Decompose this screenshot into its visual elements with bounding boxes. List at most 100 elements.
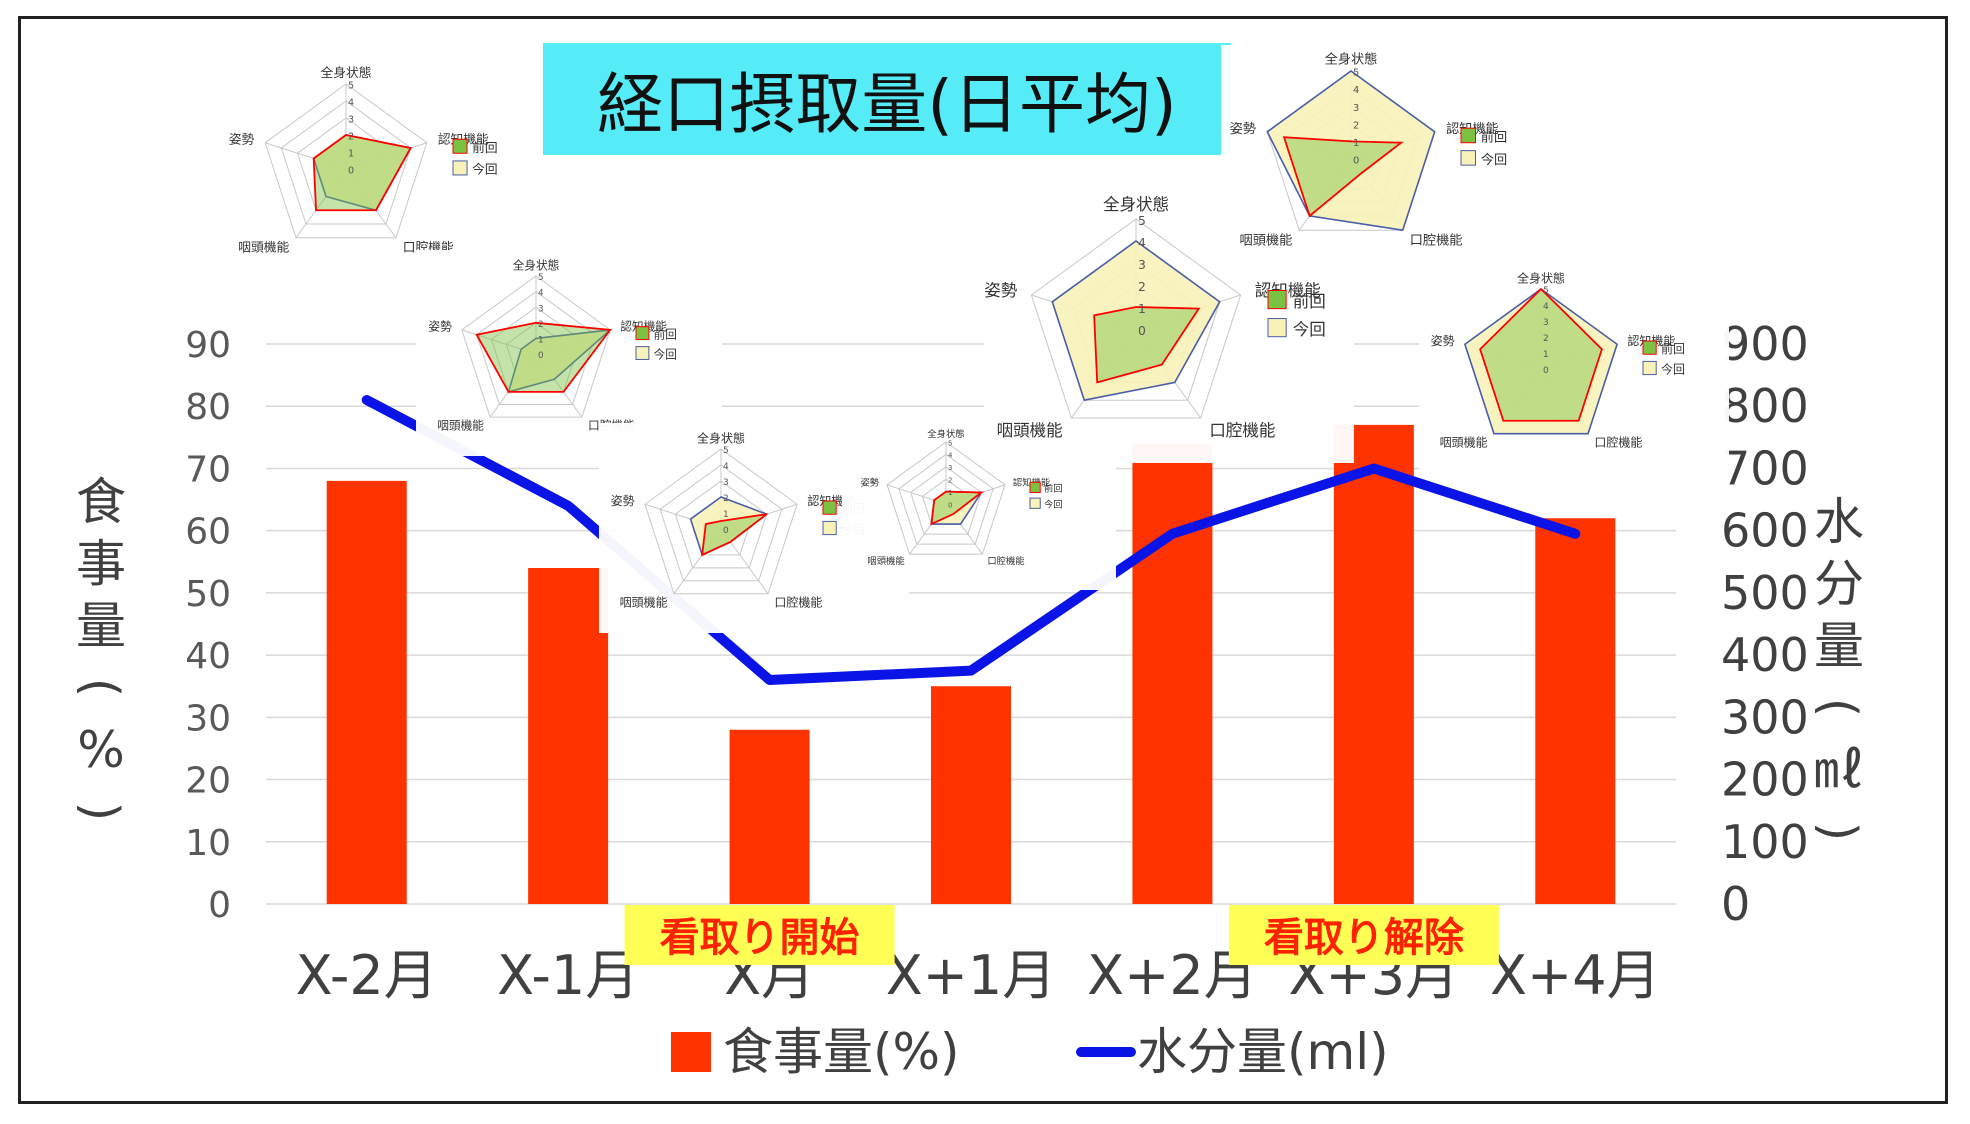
radar-tick-label: 5 bbox=[348, 80, 354, 91]
radar-axis-label: 口腔機能 bbox=[1209, 421, 1275, 440]
radar-axis-label: 咽頭機能 bbox=[997, 421, 1063, 440]
radar-legend-swatch-prev bbox=[452, 138, 468, 154]
radar-legend-curr: 今回 bbox=[472, 162, 498, 178]
radar-legend-swatch-curr bbox=[1642, 360, 1657, 376]
axis-title-char: 事 bbox=[76, 535, 126, 593]
left-tick-label: 10 bbox=[185, 823, 231, 864]
bar-X+2月 bbox=[1132, 443, 1213, 904]
bar-X+4月 bbox=[1535, 518, 1616, 904]
title-banner bbox=[543, 43, 1231, 155]
axis-title-char: ) bbox=[72, 802, 130, 822]
radar-tick-label: 2 bbox=[723, 494, 729, 504]
radar-axis-label: 姿勢 bbox=[860, 477, 879, 489]
right-tick-label: 900 bbox=[1721, 317, 1809, 371]
radar-tick-label: 3 bbox=[948, 464, 952, 472]
radar-tick-label: 3 bbox=[1138, 258, 1146, 272]
radar-tick-label: 2 bbox=[1353, 120, 1359, 131]
radar-tick-label: 0 bbox=[348, 165, 354, 176]
radar-grid bbox=[644, 448, 798, 595]
radar-legend-swatch-curr bbox=[1460, 150, 1477, 166]
right-tick-label: 300 bbox=[1721, 690, 1809, 744]
radar-legend-curr: 今回 bbox=[1293, 320, 1326, 339]
right-tick-label: 800 bbox=[1721, 379, 1809, 433]
radar-grid bbox=[910, 466, 982, 535]
radar-legend-prev: 前回 bbox=[1661, 341, 1685, 356]
radar-tick-label: 1 bbox=[723, 510, 729, 520]
radar-axis-label: 咽頭機能 bbox=[437, 419, 484, 433]
radar-grid bbox=[659, 464, 783, 582]
right-tick-label: 200 bbox=[1721, 753, 1809, 807]
radar-legend-prev: 前回 bbox=[654, 327, 677, 341]
annotation-label: 看取り解除 bbox=[1264, 915, 1465, 961]
radar-legend-prev: 前回 bbox=[1481, 128, 1507, 145]
radar-tick-label: 5 bbox=[948, 439, 952, 447]
chart-title: 経口摂取量(日平均) bbox=[597, 66, 1177, 143]
radar-previous-area bbox=[1282, 136, 1404, 218]
radar-tick-label: 3 bbox=[538, 304, 544, 314]
legend-label-bar: 食事量(%) bbox=[723, 1023, 960, 1081]
radar-grid bbox=[674, 480, 768, 569]
radar-tick-label: 2 bbox=[1543, 334, 1549, 344]
radar-tick-label: 3 bbox=[348, 114, 354, 125]
x-tick-label: X+1月 bbox=[886, 944, 1057, 1007]
radar-legend-curr: 今回 bbox=[654, 347, 677, 361]
radar-tick-label: 0 bbox=[1353, 156, 1359, 167]
radar-grid bbox=[1030, 218, 1242, 419]
radar-axis-label: 姿勢 bbox=[1431, 333, 1455, 348]
radar-grid bbox=[886, 441, 1006, 555]
axis-title-char: ㎖ bbox=[1814, 741, 1864, 799]
radar-grid bbox=[264, 83, 428, 239]
annotation-label: 看取り開始 bbox=[660, 915, 860, 961]
radar-axis-label: 口腔機能 bbox=[1594, 435, 1642, 450]
axis-title-char: 分 bbox=[1814, 555, 1864, 613]
axis-title-char: % bbox=[77, 721, 125, 779]
radar-tick-label: 4 bbox=[948, 452, 953, 460]
radar-axis-label: 咽頭機能 bbox=[1240, 232, 1293, 248]
radar-tick-label: 1 bbox=[1543, 350, 1549, 360]
radar-tick-label: 0 bbox=[1138, 324, 1146, 338]
radar-axis-label: 全身状態 bbox=[1517, 270, 1565, 285]
right-tick-label: 700 bbox=[1721, 441, 1809, 495]
chart-canvas: 0102030405060708090010020030040050060070… bbox=[72, 43, 1868, 1081]
left-tick-label: 0 bbox=[208, 885, 231, 926]
radar-legend-curr: 今回 bbox=[1661, 361, 1685, 376]
radar-legend-swatch-curr bbox=[1267, 318, 1287, 338]
left-axis-title: 食事量 (%) bbox=[72, 473, 130, 821]
radar-axis-label: 全身状態 bbox=[697, 430, 745, 445]
left-tick-label: 20 bbox=[185, 761, 231, 802]
radar-tick-label: 0 bbox=[723, 526, 729, 536]
radar-legend-curr: 今回 bbox=[1044, 498, 1063, 510]
axis-title-char: ( bbox=[1810, 698, 1868, 718]
x-tick-label: X+4月 bbox=[1490, 944, 1661, 1007]
radar-tick-label: 1 bbox=[1353, 138, 1359, 149]
radar-tick-label: 2 bbox=[1138, 280, 1146, 294]
radar-axis-label: 姿勢 bbox=[984, 281, 1018, 300]
radar-legend-curr: 今回 bbox=[1481, 152, 1507, 168]
radar-previous-area bbox=[1479, 287, 1603, 422]
radar-tick-label: 1 bbox=[1138, 302, 1146, 316]
radar-axis-label: 姿勢 bbox=[229, 132, 255, 148]
radar-axis-label: 全身状態 bbox=[1325, 51, 1378, 68]
radar-tick-label: 1 bbox=[348, 148, 354, 159]
axis-title-char: 食 bbox=[76, 473, 126, 531]
radar-axis-label: 全身状態 bbox=[513, 259, 560, 273]
radar-tick-label: 4 bbox=[1353, 85, 1359, 96]
right-tick-label: 500 bbox=[1721, 566, 1809, 620]
x-tick-label: X-1月 bbox=[497, 944, 639, 1007]
chart-frame: 0 10 20 30 40 50 60 70 80 90 0 100 200 300 400 500 600 70… bbox=[18, 16, 1948, 1104]
radar-legend-swatch-prev bbox=[1460, 127, 1477, 144]
annotation-box bbox=[1228, 905, 1499, 965]
radar-previous-area bbox=[701, 513, 768, 557]
radar-axis-label: 全身状態 bbox=[321, 65, 372, 81]
radar-legend-swatch-prev bbox=[1029, 481, 1041, 494]
radar-axis-label: 咽頭機能 bbox=[238, 241, 289, 256]
radar-previous-area bbox=[312, 134, 413, 212]
right-tick-label: 400 bbox=[1721, 628, 1809, 682]
radar-legend-prev: 前回 bbox=[472, 140, 498, 156]
radar-legend-swatch-prev bbox=[1642, 340, 1657, 355]
axis-title-char: ) bbox=[1810, 822, 1868, 842]
radar-legend-prev: 前回 bbox=[1044, 483, 1063, 495]
radar-tick-label: 4 bbox=[348, 97, 354, 108]
